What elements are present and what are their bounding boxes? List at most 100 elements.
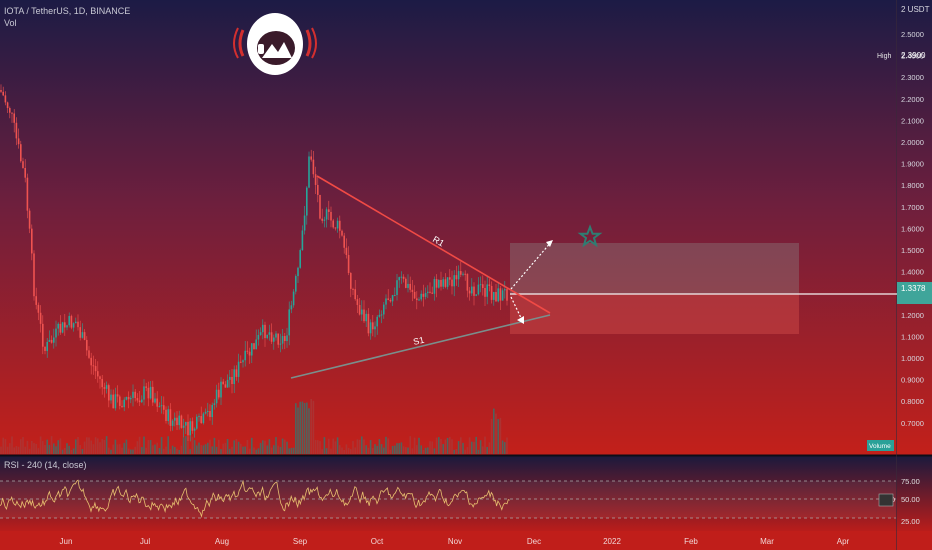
candle-body — [88, 350, 90, 358]
candle-body — [266, 334, 268, 339]
candle-body — [9, 108, 11, 113]
volume-bar — [149, 440, 152, 454]
volume-bar — [493, 408, 495, 454]
volume-bar — [169, 449, 172, 454]
resistance-trendline[interactable] — [316, 175, 551, 314]
candle-body — [284, 336, 286, 342]
candle-body — [83, 332, 86, 340]
price-axis[interactable]: 2.5000 2.4000 2.3000 2.2000 2.1000 2.0000 1.90… — [901, 30, 924, 428]
volume-bar — [303, 402, 306, 454]
candle-body — [493, 291, 495, 300]
volume-indicator-label[interactable]: Vol — [4, 18, 17, 28]
price-pane-background — [0, 0, 932, 455]
candle-body — [22, 161, 24, 168]
bearish-arrow-head — [517, 316, 524, 324]
candle-body — [347, 254, 350, 273]
candle-body — [358, 304, 361, 315]
volume-bar — [44, 444, 46, 454]
volume-bar — [308, 408, 310, 454]
volume-bar — [31, 440, 33, 454]
volume-bar — [229, 448, 231, 454]
candle-body — [11, 112, 13, 114]
candle-body — [174, 417, 176, 421]
bearish-projection-arrow[interactable] — [510, 296, 524, 323]
candle-body — [246, 350, 249, 352]
volume-bar — [200, 445, 202, 454]
candle-body — [37, 304, 40, 313]
candle-body — [160, 405, 163, 407]
symbol-title[interactable]: IOTA / TetherUS, 1D, BINANCE — [4, 6, 131, 16]
short-stop-zone[interactable] — [510, 294, 799, 334]
candle-body — [449, 277, 451, 280]
candle-body — [398, 277, 400, 281]
candle-body — [154, 398, 156, 403]
volume-bar — [341, 447, 343, 454]
volume-bar — [495, 413, 497, 454]
candle-body — [61, 322, 64, 333]
support-trendline[interactable] — [290, 314, 551, 379]
candle-body — [279, 343, 282, 345]
candle-body — [167, 409, 169, 421]
time-axis[interactable]: Jun Jul Aug Sep Oct Nov Dec 2022 Feb Mar Apr — [60, 537, 850, 546]
star-icon[interactable] — [577, 224, 603, 248]
volume-bar — [449, 436, 451, 454]
volume-bar — [15, 446, 18, 454]
volume-bar — [193, 440, 196, 454]
volume-bar — [209, 439, 211, 454]
volume-bar — [266, 445, 268, 454]
candle-body — [50, 339, 53, 343]
candle-body — [147, 387, 150, 399]
candle-body — [281, 336, 284, 344]
bullish-projection-arrow[interactable] — [510, 240, 553, 290]
high-label: High — [877, 53, 892, 60]
volume-bar — [231, 446, 233, 454]
price-tick-label: 1.8000 — [901, 181, 924, 190]
volume-bar — [398, 443, 400, 454]
candle-body — [97, 371, 99, 377]
volume-bar — [385, 436, 387, 454]
candle-body — [86, 339, 88, 351]
volume-bar — [451, 439, 453, 454]
candlesticks — [0, 84, 508, 442]
candle-body — [264, 324, 266, 339]
candle-body — [389, 299, 392, 302]
candle-body — [422, 293, 425, 297]
candle-body — [301, 230, 304, 251]
time-tick-label: Apr — [837, 537, 850, 546]
volume-bar — [334, 441, 337, 454]
volume-bar — [376, 445, 378, 454]
volume-bar — [356, 439, 359, 454]
price-tick-label: 2.2000 — [901, 95, 924, 104]
candle-body — [196, 416, 198, 429]
long-target-zone[interactable] — [510, 243, 799, 294]
candle-body — [20, 144, 22, 162]
volume-bar — [242, 446, 244, 454]
volume-bar — [145, 447, 147, 454]
volume-bar — [427, 447, 429, 454]
volume-bar — [416, 445, 418, 454]
candle-body — [4, 95, 7, 103]
rsi-indicator-label[interactable]: RSI - 240 (14, close) — [4, 460, 87, 470]
volume-bar — [422, 449, 425, 454]
volume-bar — [352, 441, 354, 454]
candle-body — [396, 280, 398, 296]
volume-bar — [119, 444, 121, 454]
candle-body — [251, 343, 253, 356]
candle-body — [145, 386, 147, 388]
volume-bar — [226, 438, 229, 454]
candle-body — [237, 361, 240, 377]
candle-body — [374, 326, 376, 330]
candle-body — [141, 399, 143, 403]
candle-body — [53, 337, 55, 343]
candle-body — [365, 313, 367, 322]
volume-bar — [59, 438, 62, 454]
rsi-tick-label: 25.00 — [901, 517, 920, 526]
volume-bar — [77, 436, 79, 454]
candle-body — [204, 411, 207, 414]
volume-bar — [438, 437, 440, 454]
volume-bar — [123, 442, 125, 454]
candle-body — [229, 376, 231, 380]
candle-body — [92, 365, 95, 367]
candle-body — [303, 215, 306, 231]
